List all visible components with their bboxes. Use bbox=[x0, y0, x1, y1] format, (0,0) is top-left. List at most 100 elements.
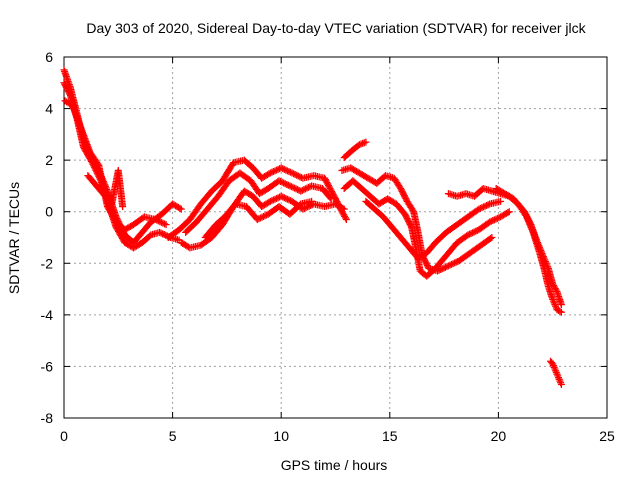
plus-marker bbox=[162, 221, 170, 229]
plus-marker bbox=[279, 193, 287, 201]
plus-marker bbox=[522, 211, 530, 219]
plus-marker bbox=[156, 218, 164, 226]
plus-marker bbox=[480, 203, 488, 211]
x-tick-label: 0 bbox=[60, 428, 68, 444]
plus-marker bbox=[294, 186, 302, 194]
plus-marker bbox=[260, 213, 268, 221]
x-axis-label: GPS time / hours bbox=[281, 457, 388, 473]
plus-marker bbox=[290, 170, 298, 178]
satellite-track-9 bbox=[340, 138, 370, 162]
plus-marker bbox=[475, 205, 483, 213]
satellite-track-14 bbox=[492, 185, 565, 316]
plus-marker bbox=[437, 266, 445, 274]
plus-marker bbox=[258, 213, 266, 221]
plus-marker bbox=[261, 212, 269, 220]
plus-marker bbox=[177, 205, 185, 213]
plus-marker bbox=[528, 225, 536, 233]
plus-marker bbox=[466, 230, 474, 238]
plus-marker bbox=[556, 307, 564, 315]
plus-marker bbox=[527, 224, 535, 232]
plus-marker bbox=[277, 164, 285, 172]
tick-labels: 0 5 10 15 20 25 -8 -6 -4 -2 0 2 4 6 bbox=[41, 49, 615, 444]
plus-marker bbox=[327, 195, 335, 203]
plus-marker bbox=[156, 228, 164, 236]
plus-marker bbox=[505, 208, 513, 216]
satellite-track-10 bbox=[338, 164, 496, 275]
plus-marker bbox=[487, 234, 495, 242]
plus-marker bbox=[265, 198, 273, 206]
plus-marker bbox=[287, 168, 295, 176]
plus-marker bbox=[481, 202, 489, 210]
plus-marker bbox=[291, 171, 299, 179]
y-axis-label: SDTVAR / TECUs bbox=[6, 182, 22, 294]
plus-marker bbox=[493, 214, 501, 222]
plus-marker bbox=[119, 203, 127, 211]
plus-marker bbox=[159, 219, 167, 227]
plus-marker bbox=[288, 169, 296, 177]
plus-marker bbox=[282, 194, 290, 202]
plus-marker bbox=[266, 169, 274, 177]
x-tick-label: 10 bbox=[273, 428, 289, 444]
plus-marker bbox=[301, 185, 309, 193]
plus-marker bbox=[339, 204, 347, 212]
plus-marker bbox=[504, 209, 512, 217]
plus-marker bbox=[280, 165, 288, 173]
plus-marker bbox=[340, 205, 348, 213]
chart-title: Day 303 of 2020, Sidereal Day-to-day VTE… bbox=[86, 20, 586, 36]
plus-marker bbox=[294, 172, 302, 180]
plus-marker bbox=[444, 262, 452, 270]
plus-marker bbox=[154, 217, 162, 225]
plus-marker bbox=[157, 218, 165, 226]
plus-marker bbox=[488, 234, 496, 241]
plus-marker bbox=[283, 180, 291, 188]
plus-marker bbox=[527, 222, 535, 230]
plus-marker bbox=[557, 380, 565, 388]
plus-marker bbox=[293, 171, 301, 179]
plus-marker bbox=[269, 196, 277, 204]
satellite-track-4 bbox=[84, 166, 127, 211]
plus-marker bbox=[285, 168, 293, 176]
plus-marker bbox=[476, 204, 484, 212]
x-tick-label: 15 bbox=[382, 428, 398, 444]
plus-marker bbox=[486, 218, 494, 226]
plus-marker bbox=[464, 231, 472, 239]
plus-marker bbox=[525, 219, 533, 227]
x-tick-label: 25 bbox=[599, 428, 615, 444]
plus-marker bbox=[94, 160, 102, 168]
plus-marker bbox=[467, 229, 475, 237]
plus-marker bbox=[526, 221, 534, 229]
plus-marker bbox=[478, 204, 486, 212]
y-tick-label: 0 bbox=[45, 204, 53, 220]
plot-gridlines bbox=[64, 57, 607, 418]
plus-marker bbox=[279, 165, 287, 173]
plus-marker bbox=[341, 214, 349, 222]
plus-marker bbox=[265, 170, 273, 178]
plus-marker bbox=[271, 195, 279, 203]
plus-marker bbox=[523, 213, 531, 221]
plus-marker bbox=[452, 258, 460, 266]
plus-marker bbox=[282, 166, 290, 174]
plus-marker bbox=[443, 263, 451, 271]
plus-marker bbox=[283, 167, 291, 175]
y-tick-label: 4 bbox=[45, 101, 53, 117]
satellite-track-1 bbox=[60, 66, 185, 247]
plus-marker bbox=[470, 228, 478, 236]
y-tick-label: -6 bbox=[41, 358, 54, 374]
plus-marker bbox=[273, 194, 281, 202]
plus-marker bbox=[529, 227, 536, 235]
plus-marker bbox=[266, 197, 274, 205]
plus-marker bbox=[278, 178, 286, 186]
plus-marker bbox=[326, 194, 334, 202]
plus-marker bbox=[362, 138, 370, 146]
plus-marker bbox=[291, 184, 299, 192]
plus-marker bbox=[490, 216, 498, 224]
plus-marker bbox=[280, 194, 288, 202]
plus-marker bbox=[483, 201, 491, 209]
plus-marker bbox=[296, 201, 304, 209]
plus-marker bbox=[557, 308, 565, 316]
plus-marker bbox=[525, 218, 533, 226]
plus-marker bbox=[300, 186, 308, 194]
plus-marker bbox=[448, 260, 456, 268]
plot-frame bbox=[63, 56, 608, 419]
plus-marker bbox=[287, 183, 295, 191]
